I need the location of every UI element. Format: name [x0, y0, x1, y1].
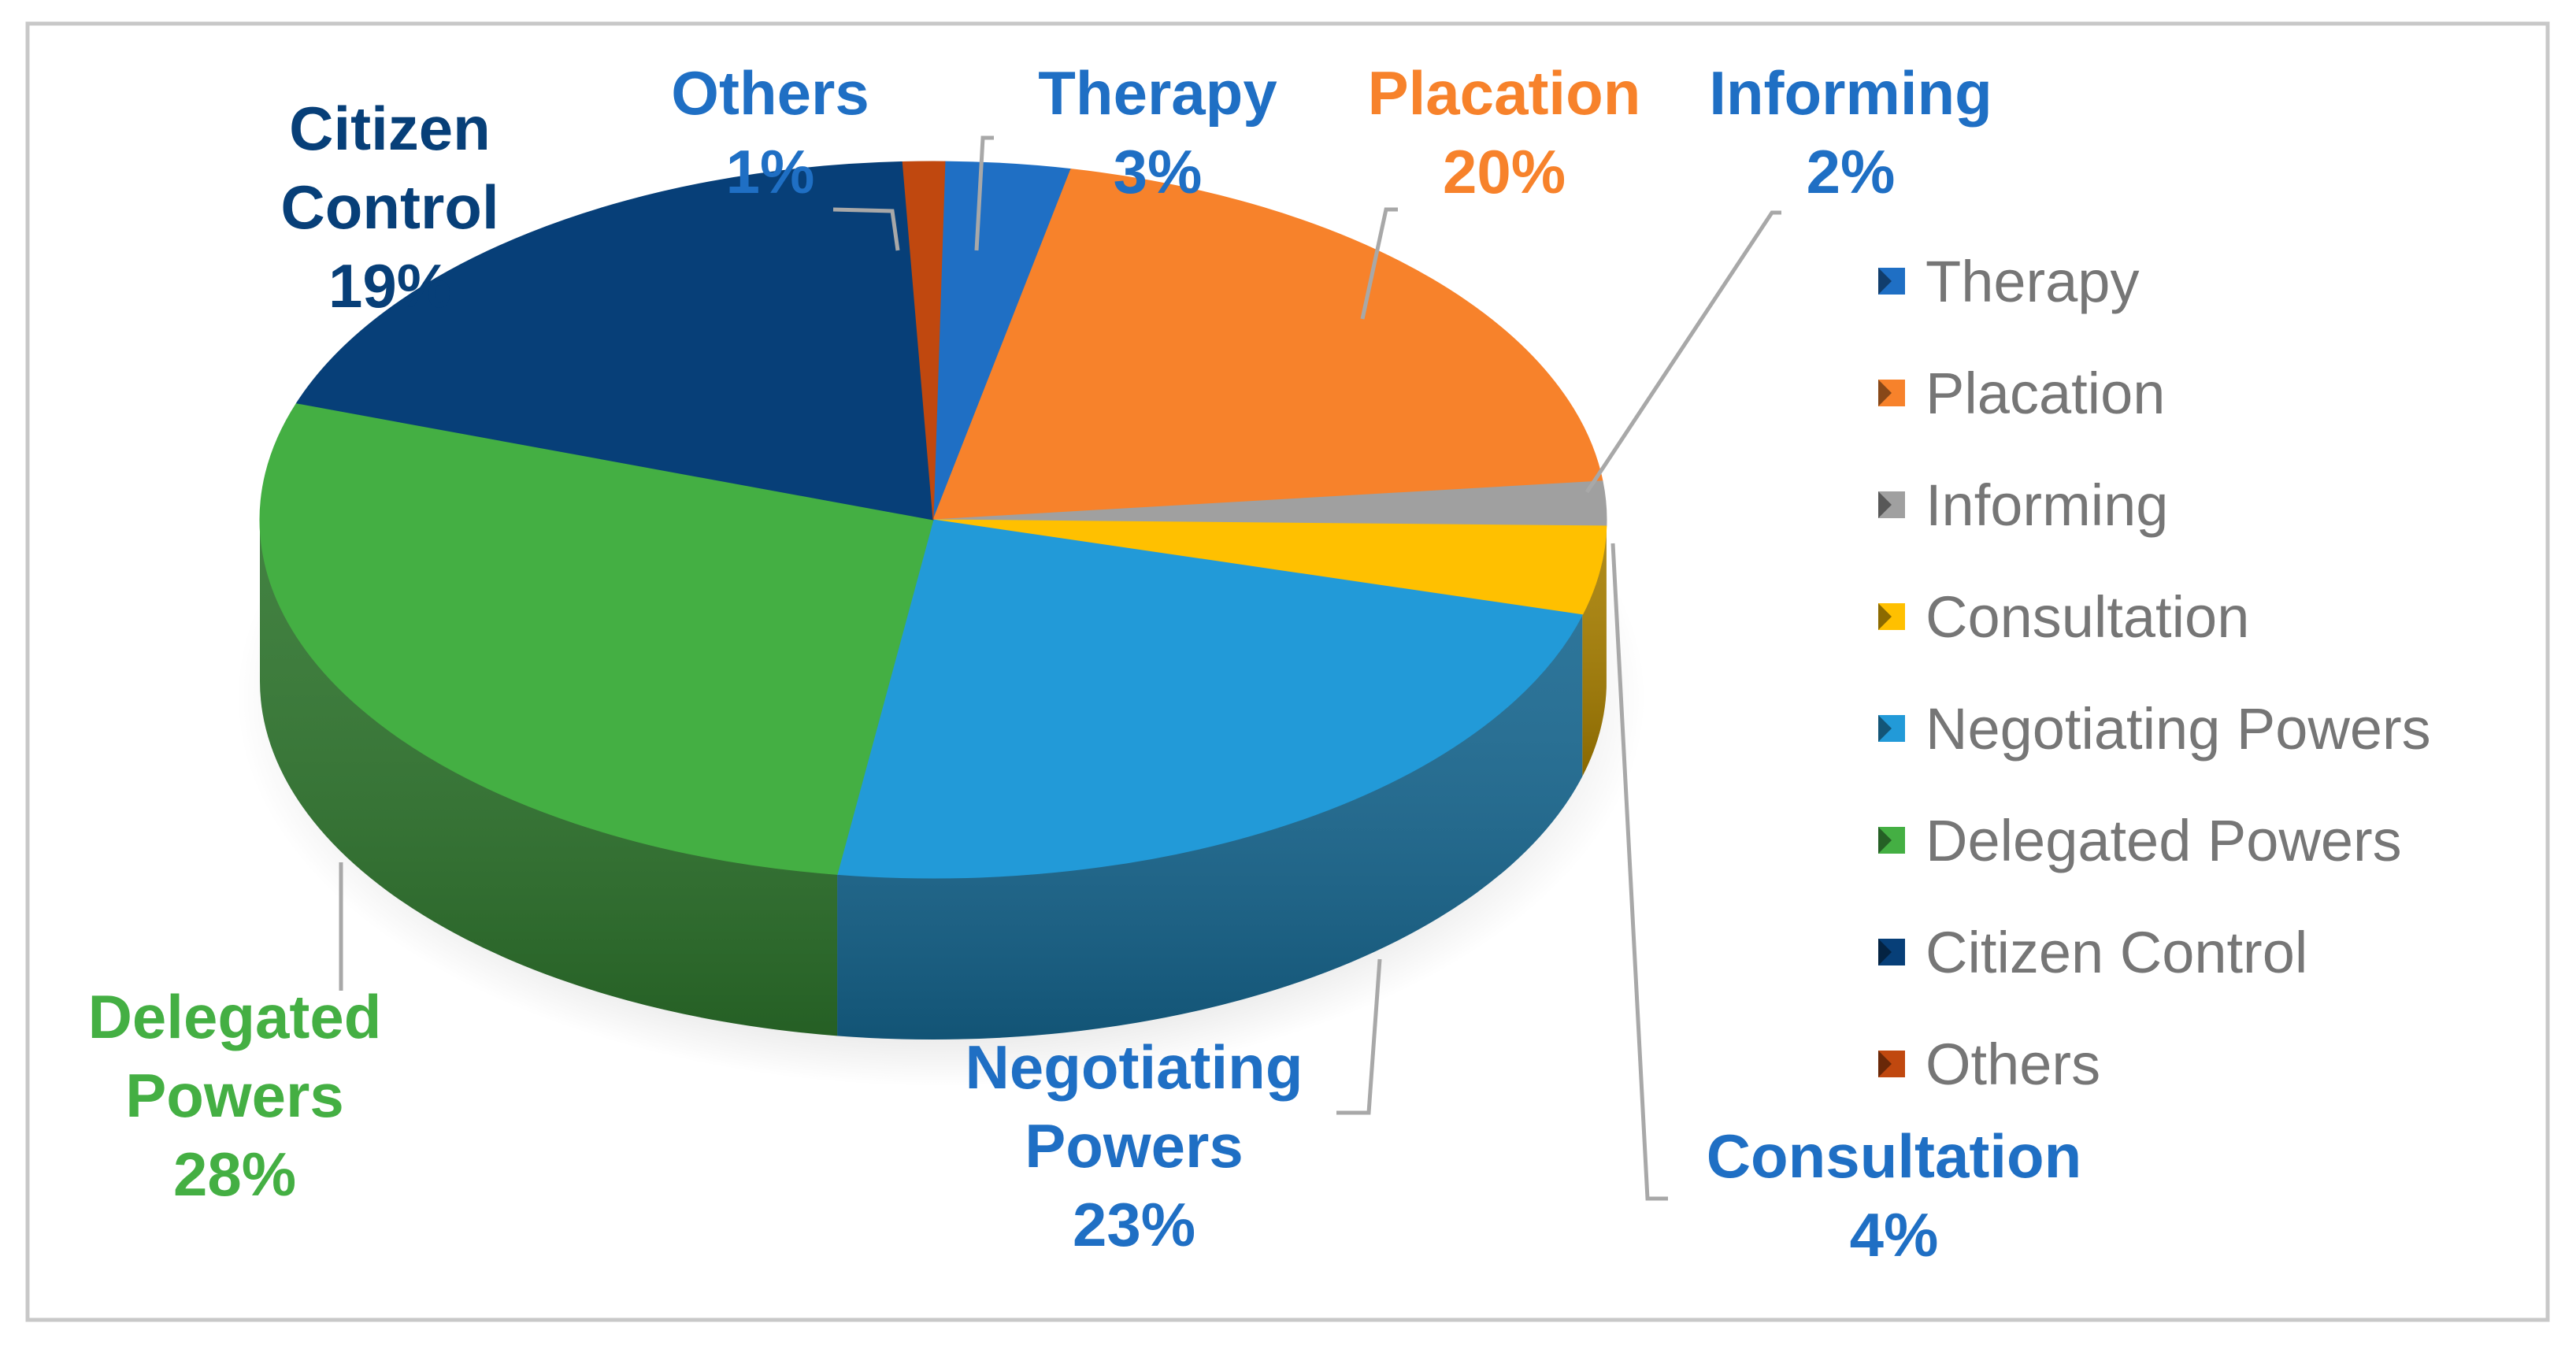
data-label-value-citizen-control: 19% — [328, 251, 451, 321]
data-label-name-delegated-powers-1: Delegated — [88, 982, 382, 1051]
data-label-value-placation: 20% — [1443, 137, 1566, 206]
data-label-name-negotiating-powers-2: Powers — [1025, 1111, 1243, 1180]
data-label-value-negotiating-powers: 23% — [1073, 1190, 1195, 1259]
legend-label-negotiating-powers: Negotiating Powers — [1926, 696, 2431, 762]
data-label-name-delegated-powers-2: Powers — [125, 1061, 343, 1130]
data-label-name-therapy: Therapy — [1038, 58, 1277, 128]
legend-label-delegated-powers: Delegated Powers — [1926, 808, 2402, 873]
legend-label-citizen-control: Citizen Control — [1926, 920, 2307, 985]
data-label-value-others: 1% — [726, 137, 815, 206]
legend-label-therapy: Therapy — [1926, 249, 2139, 314]
data-label-value-delegated-powers: 28% — [173, 1140, 296, 1209]
data-label-name-placation: Placation — [1368, 58, 1641, 128]
legend-label-consultation: Consultation — [1926, 584, 2249, 650]
data-label-value-consultation: 4% — [1850, 1200, 1939, 1269]
data-label-name-negotiating-powers-1: Negotiating — [966, 1032, 1303, 1102]
legend-label-placation: Placation — [1926, 361, 2165, 426]
data-label-name-citizen-control-1: Citizen — [289, 94, 491, 163]
legend-label-others: Others — [1926, 1032, 2100, 1097]
data-label-value-therapy: 3% — [1114, 137, 1203, 206]
data-label-value-informing: 2% — [1807, 137, 1896, 206]
data-label-name-citizen-control-2: Control — [280, 172, 499, 242]
pie-slices — [260, 161, 1607, 878]
data-label-name-others: Others — [671, 58, 869, 128]
legend-label-informing: Informing — [1926, 473, 2168, 538]
data-label-name-consultation: Consultation — [1707, 1121, 2082, 1191]
data-label-name-informing: Informing — [1709, 58, 1992, 128]
